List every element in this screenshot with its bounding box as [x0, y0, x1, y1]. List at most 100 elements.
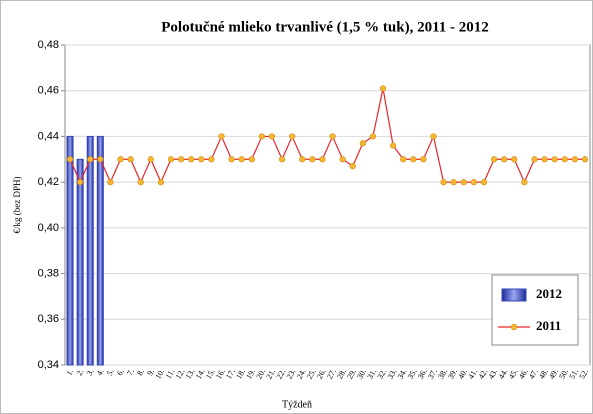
marker	[470, 179, 477, 186]
marker	[228, 156, 235, 163]
marker	[339, 156, 346, 163]
x-tick-label: 21.	[264, 367, 277, 380]
marker	[147, 156, 154, 163]
legend-label: 2011	[536, 318, 561, 333]
x-tick-label: 2.	[75, 367, 86, 377]
marker	[137, 179, 144, 186]
marker	[541, 156, 548, 163]
marker	[359, 140, 366, 147]
x-tick-label: 22.	[275, 367, 288, 380]
x-tick-label: 8.	[135, 367, 146, 377]
legend-swatch	[501, 288, 527, 302]
marker	[198, 156, 205, 163]
marker	[289, 133, 296, 140]
y-tick-label: 0,46	[38, 85, 59, 97]
marker	[460, 179, 467, 186]
x-tick-label: 47.	[527, 367, 540, 380]
marker	[208, 156, 215, 163]
marker	[218, 133, 225, 140]
marker	[117, 156, 124, 163]
marker	[188, 156, 195, 163]
x-tick-label: 11.	[164, 367, 177, 380]
y-axis-label: €/kg (bez DPH)	[12, 177, 22, 234]
x-tick-label: 52.	[577, 367, 590, 380]
x-tick-label: 32.	[376, 367, 389, 380]
marker	[248, 156, 255, 163]
x-tick-label: 6.	[115, 367, 126, 377]
y-tick-label: 0,34	[38, 359, 59, 371]
x-tick-label: 25.	[305, 367, 318, 380]
marker	[501, 156, 508, 163]
marker	[561, 156, 568, 163]
x-tick-label: 4.	[95, 367, 106, 377]
x-tick-label: 30.	[355, 367, 368, 380]
x-tick-label: 40.	[456, 367, 469, 380]
marker	[238, 156, 245, 163]
x-tick-label: 9.	[145, 367, 156, 377]
marker	[379, 85, 387, 92]
x-tick-label: 7.	[125, 367, 136, 377]
marker	[551, 156, 558, 163]
x-tick-label: 42.	[477, 367, 490, 380]
marker	[87, 156, 94, 163]
x-tick-label: 24.	[295, 367, 308, 380]
marker	[258, 133, 265, 140]
marker	[319, 156, 326, 163]
x-tick-label: 36.	[416, 367, 429, 380]
y-tick-label: 0,38	[38, 267, 59, 279]
x-tick-label: 14.	[194, 367, 207, 380]
marker	[309, 156, 316, 163]
marker	[369, 133, 377, 140]
x-tick-label: 1.	[65, 367, 76, 377]
chart-title: Polotučné mlieko trvanlivé (1,5 % tuk), …	[161, 19, 488, 35]
x-tick-label: 48.	[537, 367, 550, 380]
legend-label: 2012	[536, 286, 562, 301]
x-tick-label: 50.	[557, 367, 570, 380]
y-tick-label: 0,42	[38, 176, 59, 188]
x-tick-label: 5.	[105, 367, 116, 377]
x-tick-label: 16.	[214, 367, 227, 380]
x-tick-label: 38.	[436, 367, 449, 380]
marker	[278, 156, 286, 163]
x-tick-label: 39.	[446, 367, 459, 380]
x-tick-label: 20.	[254, 367, 267, 380]
x-tick-label: 27.	[325, 367, 338, 380]
x-tick-label: 13.	[184, 367, 197, 380]
x-tick-label: 33.	[386, 367, 399, 380]
bar	[66, 135, 74, 366]
x-tick-label: 44.	[497, 367, 510, 380]
x-tick-label: 34.	[396, 367, 409, 380]
marker	[66, 156, 74, 163]
marker	[77, 179, 84, 186]
x-tick-label: 35.	[406, 367, 419, 380]
marker	[329, 133, 336, 140]
x-tick-label: 3.	[85, 367, 96, 377]
marker	[349, 163, 356, 170]
x-tick-label: 43.	[487, 367, 500, 380]
y-tick-label: 0,36	[38, 313, 59, 325]
marker	[490, 156, 498, 163]
marker	[511, 156, 518, 163]
x-tick-label: 19.	[244, 367, 257, 380]
marker	[157, 179, 165, 186]
marker	[299, 156, 306, 163]
line	[69, 88, 585, 184]
marker	[521, 179, 528, 186]
x-tick-label: 49.	[547, 367, 560, 380]
legend-box	[491, 274, 579, 346]
x-axis-label: Týždeň	[282, 399, 312, 410]
marker	[127, 156, 134, 163]
marker	[480, 179, 488, 186]
x-tick-label: 51.	[567, 367, 580, 380]
x-tick-label: 28.	[335, 367, 348, 380]
marker	[581, 156, 589, 163]
x-tick-label: 46.	[517, 367, 530, 380]
x-tick-label: 18.	[234, 367, 247, 380]
x-tick-label: 23.	[285, 367, 298, 380]
bar	[86, 135, 94, 366]
x-tick-label: 45.	[507, 367, 520, 380]
marker	[167, 156, 175, 163]
y-tick-label: 0,44	[38, 130, 59, 142]
x-tick-label: 12.	[174, 367, 187, 380]
